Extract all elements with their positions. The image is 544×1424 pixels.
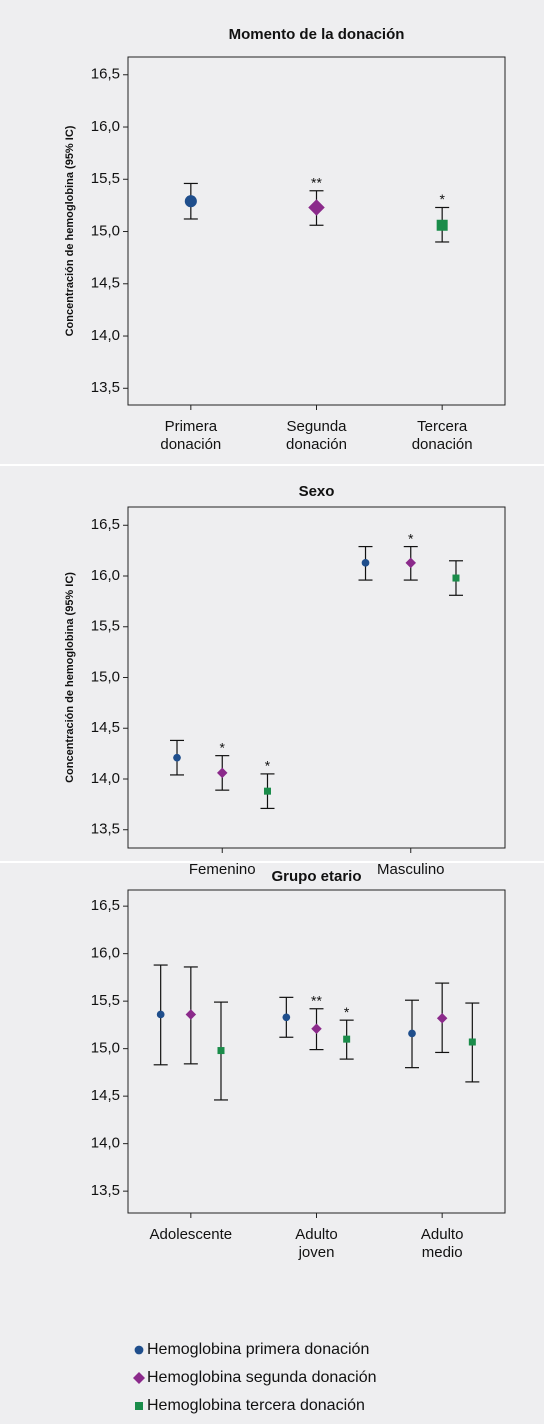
marker [343, 1036, 350, 1043]
marker [185, 195, 197, 207]
x-tick-label: donación [286, 436, 347, 453]
y-tick-label: 15,5 [91, 170, 120, 187]
marker [469, 1039, 476, 1046]
y-tick-label: 15,0 [91, 222, 120, 239]
x-tick-label: donación [412, 436, 473, 453]
annotation: * [408, 530, 414, 546]
x-tick-label: Adolescente [150, 1226, 233, 1243]
y-tick-label: 16,0 [91, 945, 120, 962]
y-tick-label: 16,0 [91, 567, 120, 584]
chart-title: Grupo etario [271, 868, 361, 885]
y-tick-label: 14,0 [91, 770, 120, 787]
marker [264, 788, 271, 795]
marker [282, 1013, 290, 1021]
chart-title: Momento de la donación [229, 26, 405, 43]
marker [173, 754, 181, 762]
legend-marker [135, 1402, 143, 1410]
y-axis-label: Concentración de hemoglobina (95% IC) [64, 125, 76, 336]
legend-label: Hemoglobina primera donación [147, 1341, 369, 1358]
y-tick-label: 13,5 [91, 821, 120, 838]
y-tick-label: 15,0 [91, 1040, 120, 1057]
marker [408, 1030, 416, 1038]
annotation: * [344, 1004, 350, 1020]
x-tick-label: Tercera [417, 418, 468, 435]
marker [157, 1011, 165, 1019]
x-tick-label: Primera [165, 418, 218, 435]
annotation: ** [311, 992, 322, 1008]
x-tick-label: Femenino [189, 861, 256, 878]
y-tick-label: 15,5 [91, 618, 120, 635]
x-tick-label: joven [298, 1244, 335, 1261]
annotation: ** [311, 174, 322, 190]
x-tick-label: Adulto [421, 1226, 464, 1243]
annotation: * [439, 191, 445, 207]
y-tick-label: 14,5 [91, 1087, 120, 1104]
x-tick-label: donación [160, 436, 221, 453]
marker [217, 1047, 224, 1054]
marker [452, 575, 459, 582]
background [0, 0, 544, 1424]
y-axis-label: Concentración de hemoglobina (95% IC) [64, 572, 76, 783]
annotation: * [265, 758, 271, 774]
y-tick-label: 15,0 [91, 668, 120, 685]
y-tick-label: 14,5 [91, 719, 120, 736]
y-tick-label: 13,5 [91, 1182, 120, 1199]
y-tick-label: 15,5 [91, 992, 120, 1009]
chart: Momento de la donación Concentración de h… [0, 0, 544, 1424]
legend-label: Hemoglobina tercera donación [147, 1397, 365, 1414]
y-tick-label: 14,0 [91, 1135, 120, 1152]
marker [437, 220, 448, 231]
y-tick-label: 14,0 [91, 327, 120, 344]
x-tick-label: medio [422, 1244, 463, 1261]
annotation: * [220, 739, 226, 755]
x-tick-label: Segunda [286, 418, 347, 435]
y-tick-label: 16,5 [91, 516, 120, 533]
y-tick-label: 16,5 [91, 897, 120, 914]
y-tick-label: 16,5 [91, 66, 120, 83]
y-tick-label: 14,5 [91, 275, 120, 292]
y-tick-label: 16,0 [91, 118, 120, 135]
x-tick-label: Adulto [295, 1226, 338, 1243]
legend-marker [135, 1346, 144, 1355]
legend-label: Hemoglobina segunda donación [147, 1369, 377, 1386]
chart-title: Sexo [299, 483, 335, 500]
y-tick-label: 13,5 [91, 379, 120, 396]
page: Momento de la donación Concentración de h… [0, 0, 544, 1424]
x-tick-label: Masculino [377, 861, 445, 878]
marker [362, 559, 370, 567]
